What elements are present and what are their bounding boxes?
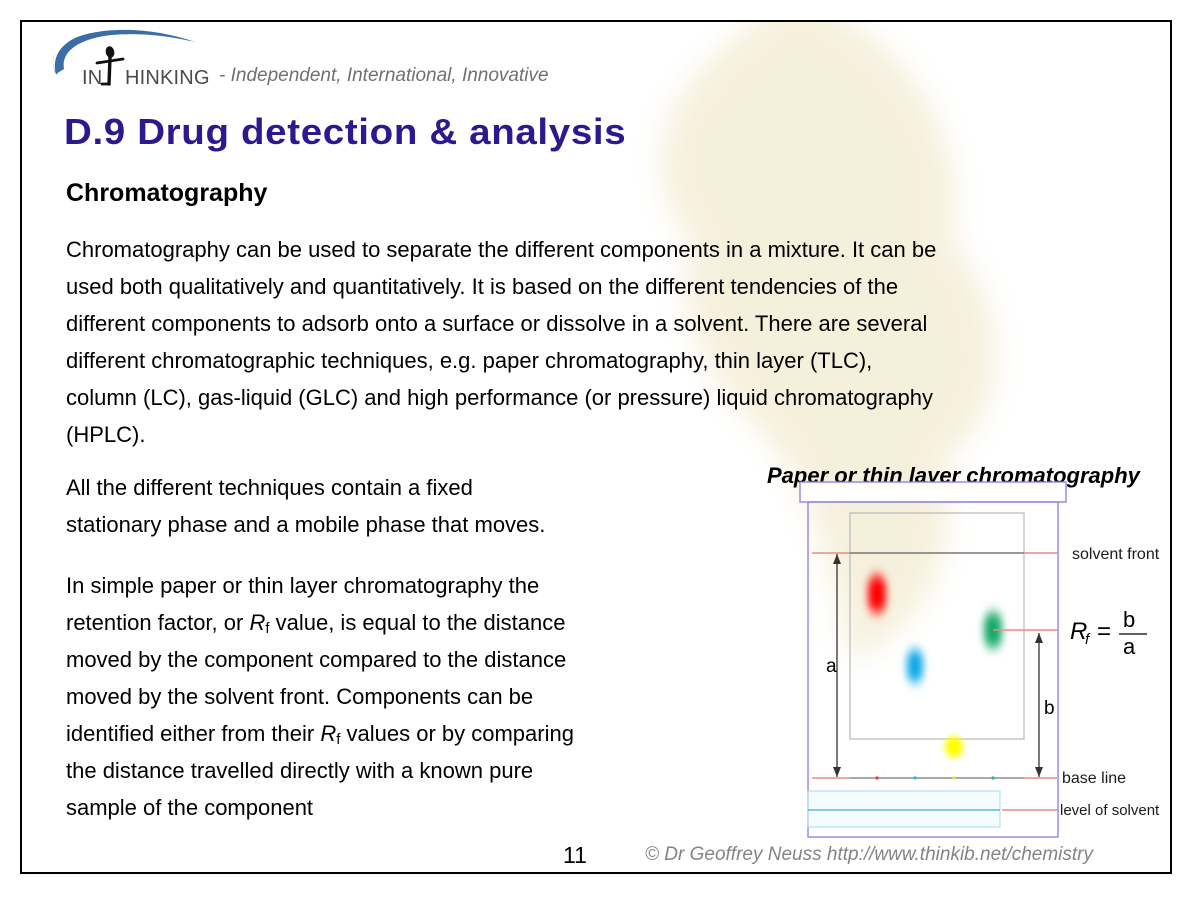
svg-text:f: f (1085, 631, 1091, 648)
svg-text:base line: base line (1062, 770, 1126, 787)
svg-text:solvent front: solvent front (1072, 546, 1160, 563)
svg-text:level of solvent: level of solvent (1060, 802, 1160, 819)
svg-text:b: b (1123, 607, 1135, 632)
svg-text:a: a (1123, 634, 1136, 659)
svg-text:=: = (1097, 618, 1111, 645)
svg-text:b: b (1044, 698, 1055, 719)
svg-text:a: a (826, 656, 837, 677)
